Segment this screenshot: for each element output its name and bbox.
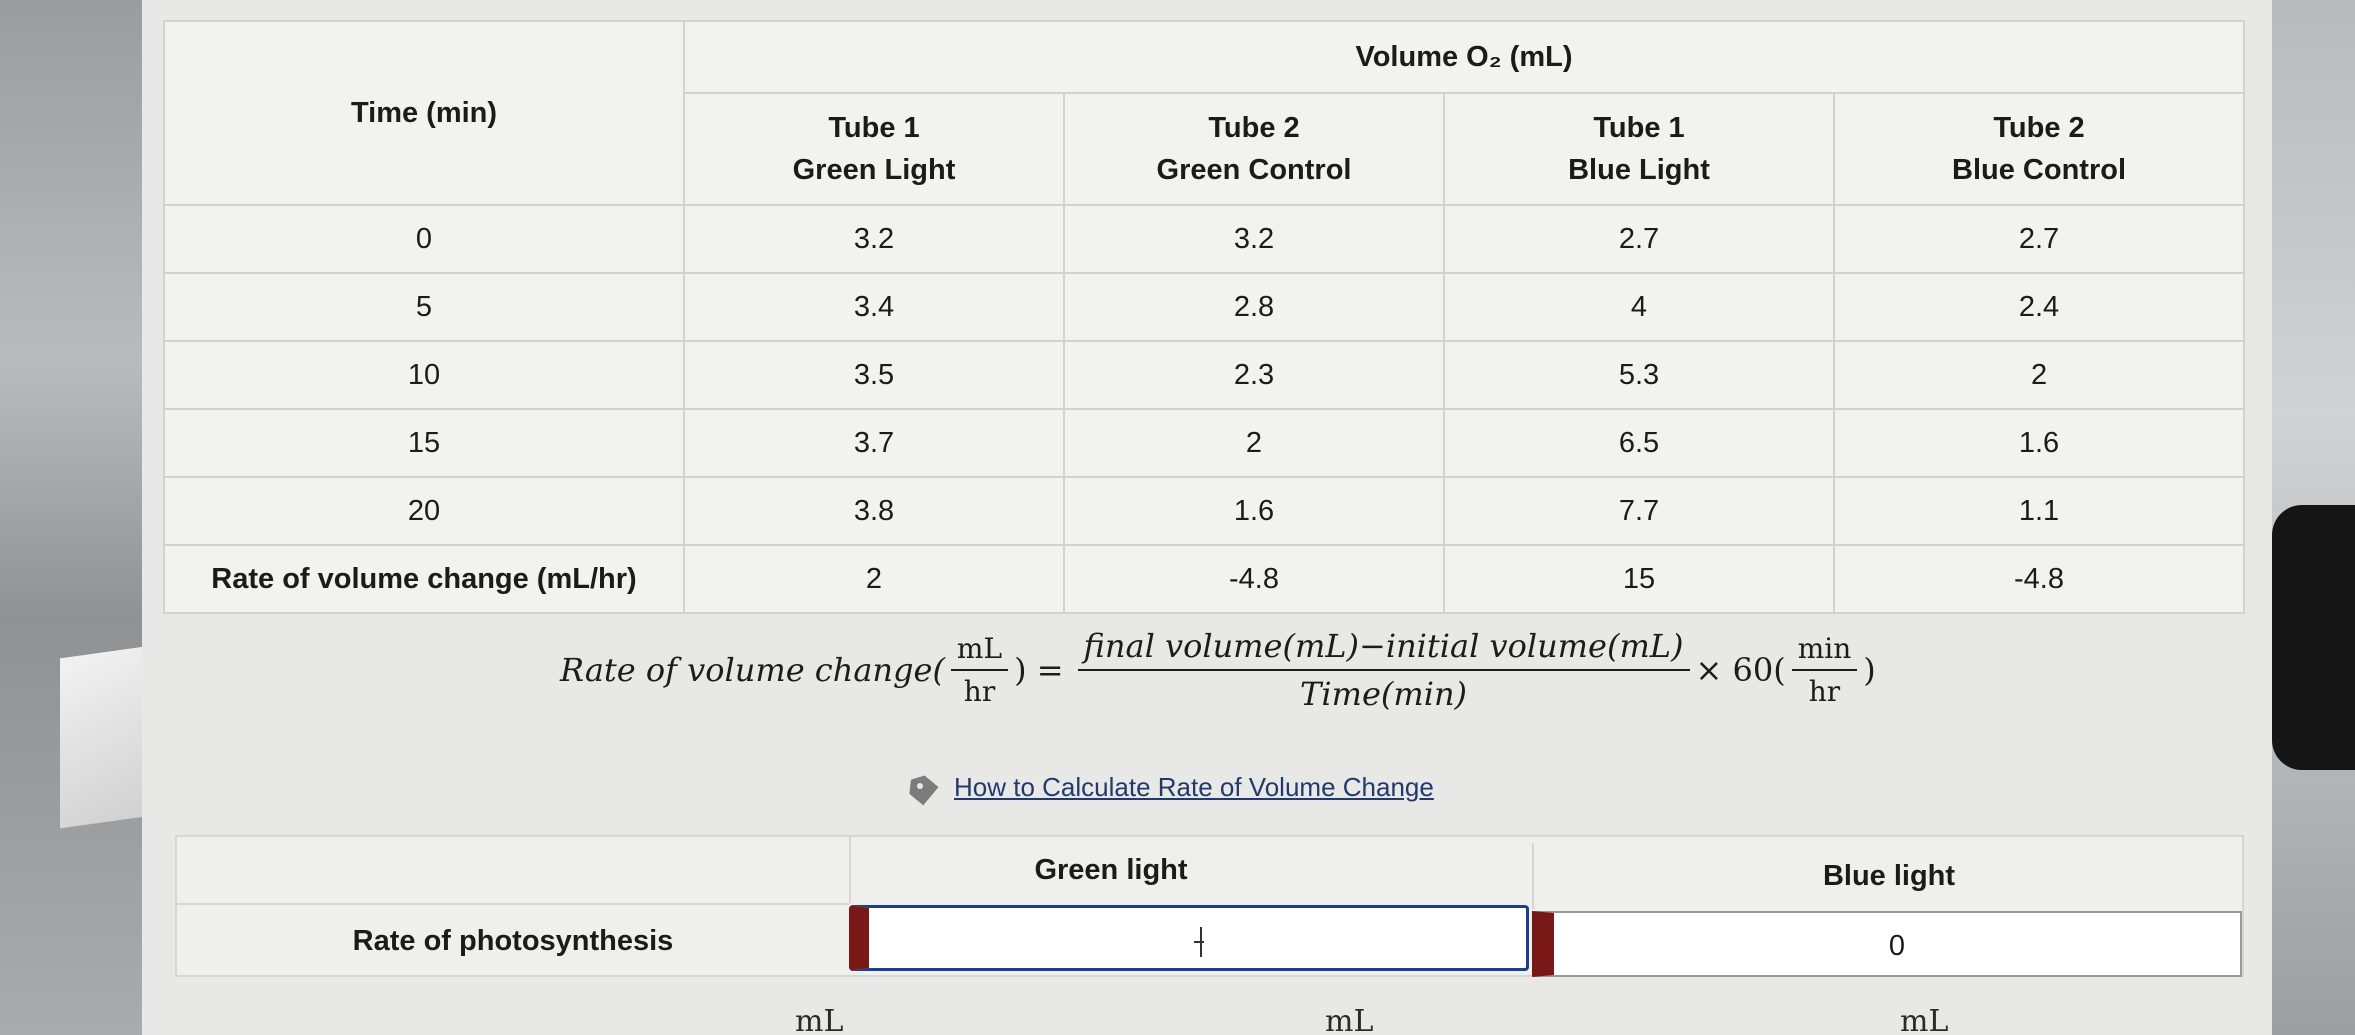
rate-row-label: Rate of volume change (mL/hr) bbox=[163, 544, 685, 614]
table-cell: 3.2 bbox=[683, 204, 1065, 274]
table-cell: 2.7 bbox=[1832, 204, 2246, 274]
column-header-tube1-blue: Tube 1 Blue Light bbox=[1443, 92, 1835, 206]
rate-row: Rate of volume change (mL/hr) 2 -4.8 15 … bbox=[163, 544, 2246, 614]
formula-equals: ) = bbox=[1014, 651, 1064, 689]
text-cursor-bar bbox=[1199, 927, 1202, 958]
rate-cell: 2 bbox=[683, 544, 1065, 614]
blue-light-rate-value: 0 bbox=[1888, 930, 1906, 962]
time-cell: 5 bbox=[163, 272, 685, 342]
table-cell: 3.8 bbox=[683, 476, 1065, 546]
column-header-tube2-green: Tube 2 Green Control bbox=[1063, 92, 1445, 206]
formula-lhs: Rate of volume change( bbox=[560, 651, 945, 689]
unit-fragment: mL bbox=[1325, 1004, 1374, 1035]
table-cell: 2.8 bbox=[1063, 272, 1445, 342]
oxygen-volume-table: Time (min) Volume O₂ (mL) Tube 1 Green Li… bbox=[163, 20, 2246, 614]
table-cell: 3.2 bbox=[1063, 204, 1445, 274]
bottom-formula-fragment: mL mL mL bbox=[430, 1000, 2030, 1035]
table-cell: 6.5 bbox=[1443, 408, 1835, 478]
photo-background-left bbox=[0, 0, 165, 1035]
rate-cell: 15 bbox=[1443, 544, 1835, 614]
table-cell: 2.4 bbox=[1832, 272, 2246, 342]
table-cell: 3.7 bbox=[683, 408, 1065, 478]
time-cell: 15 bbox=[163, 408, 685, 478]
table-row: 15 3.7 2 6.5 1.6 bbox=[163, 408, 2246, 478]
photo-background-dark-object bbox=[2272, 505, 2355, 770]
formula-lhs-unit: mL hr bbox=[950, 632, 1009, 708]
table-row: 0 3.2 3.2 2.7 2.7 bbox=[163, 204, 2246, 274]
rate-of-photosynthesis-label: Rate of photosynthesis bbox=[177, 903, 849, 977]
table-cell: 2 bbox=[1832, 340, 2246, 410]
green-light-header: Green light bbox=[849, 837, 1371, 903]
table-cell: 3.5 bbox=[683, 340, 1065, 410]
photosynthesis-answer-table: Green light Blue light Rate of photosynt… bbox=[175, 835, 2244, 977]
blue-light-rate-input[interactable]: 0 bbox=[1532, 911, 2242, 977]
unit-fragment: mL bbox=[1900, 1004, 1949, 1035]
formula-conversion-unit: min hr bbox=[1791, 632, 1858, 708]
help-link-row[interactable]: How to Calculate Rate of Volume Change bbox=[900, 772, 1434, 803]
table-row: 20 3.8 1.6 7.7 1.1 bbox=[163, 476, 2246, 546]
column-header-tube1-green: Tube 1 Green Light bbox=[683, 92, 1065, 206]
table-cell: 1.6 bbox=[1063, 476, 1445, 546]
formula-main-fraction: final volume(mL)−initial volume(mL) Time… bbox=[1077, 627, 1690, 713]
blue-light-header: Blue light bbox=[1532, 843, 2244, 909]
table-cell: 1.1 bbox=[1832, 476, 2246, 546]
table-cell: 5.3 bbox=[1443, 340, 1835, 410]
volume-group-header: Volume O₂ (mL) bbox=[682, 20, 2246, 94]
table-cell: 2.7 bbox=[1443, 204, 1835, 274]
how-to-calculate-link[interactable]: How to Calculate Rate of Volume Change bbox=[954, 772, 1434, 802]
time-cell: 0 bbox=[163, 204, 685, 274]
text-cursor bbox=[1193, 941, 1204, 944]
rate-cell: -4.8 bbox=[1832, 544, 2246, 614]
formula-close: ) bbox=[1863, 651, 1876, 689]
rate-formula: Rate of volume change( mL hr ) = final v… bbox=[560, 618, 1876, 722]
table-cell: 2 bbox=[1063, 408, 1445, 478]
tag-icon bbox=[900, 774, 938, 802]
table-cell: 3.4 bbox=[683, 272, 1065, 342]
time-cell: 10 bbox=[163, 340, 685, 410]
table-cell: 2.3 bbox=[1063, 340, 1445, 410]
table-cell: 4 bbox=[1443, 272, 1835, 342]
table-row: 5 3.4 2.8 4 2.4 bbox=[163, 272, 2246, 342]
table-row: 10 3.5 2.3 5.3 2 bbox=[163, 340, 2246, 410]
column-header-tube2-blue: Tube 2 Blue Control bbox=[1832, 92, 2246, 206]
unit-fragment: mL bbox=[795, 1004, 844, 1035]
table-cell: 7.7 bbox=[1443, 476, 1835, 546]
time-header: Time (min) bbox=[163, 20, 685, 206]
green-light-rate-input[interactable] bbox=[849, 905, 1529, 971]
rate-cell: -4.8 bbox=[1063, 544, 1445, 614]
formula-times: × 60( bbox=[1695, 651, 1786, 689]
time-cell: 20 bbox=[163, 476, 685, 546]
table-cell: 1.6 bbox=[1832, 408, 2246, 478]
